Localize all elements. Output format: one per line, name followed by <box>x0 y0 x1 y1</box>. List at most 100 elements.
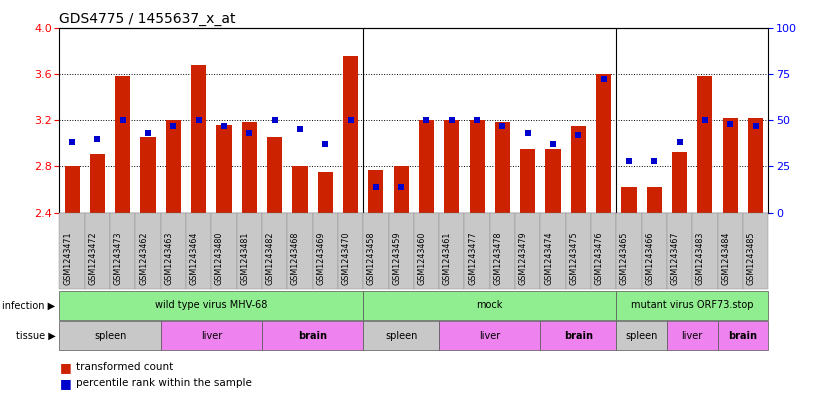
Text: GSM1243480: GSM1243480 <box>215 232 224 285</box>
Text: GSM1243484: GSM1243484 <box>721 232 730 285</box>
Text: spleen: spleen <box>625 331 657 341</box>
Text: GSM1243465: GSM1243465 <box>620 232 629 285</box>
Bar <box>596 74 611 213</box>
Bar <box>115 76 131 213</box>
Text: transformed count: transformed count <box>76 362 173 373</box>
Point <box>673 139 686 145</box>
Text: GSM1243467: GSM1243467 <box>671 232 680 285</box>
Point <box>496 123 509 129</box>
Point <box>597 76 610 83</box>
Bar <box>191 64 206 213</box>
Text: GSM1243478: GSM1243478 <box>493 232 502 285</box>
Text: mock: mock <box>477 300 503 310</box>
Text: GSM1243483: GSM1243483 <box>695 232 705 285</box>
Point <box>395 184 408 190</box>
Text: GSM1243472: GSM1243472 <box>88 232 97 285</box>
Point <box>369 184 382 190</box>
Text: GSM1243470: GSM1243470 <box>341 232 350 285</box>
Point <box>91 136 104 142</box>
Bar <box>469 120 485 213</box>
Text: liver: liver <box>201 331 222 341</box>
Bar <box>90 154 105 213</box>
Text: GSM1243463: GSM1243463 <box>164 232 173 285</box>
Point <box>319 141 332 147</box>
Point <box>572 132 585 138</box>
Point <box>471 117 484 123</box>
Text: GSM1243485: GSM1243485 <box>747 232 756 285</box>
Bar <box>318 172 333 213</box>
Text: percentile rank within the sample: percentile rank within the sample <box>76 378 252 388</box>
Bar <box>545 149 561 213</box>
Point <box>420 117 433 123</box>
Text: GDS4775 / 1455637_x_at: GDS4775 / 1455637_x_at <box>59 11 236 26</box>
Bar <box>393 166 409 213</box>
Bar <box>242 122 257 213</box>
Text: GSM1243469: GSM1243469 <box>316 232 325 285</box>
Point <box>65 139 78 145</box>
Text: GSM1243481: GSM1243481 <box>240 232 249 285</box>
Bar <box>672 152 687 213</box>
Bar <box>343 57 358 213</box>
Bar <box>621 187 637 213</box>
Point <box>116 117 130 123</box>
Text: GSM1243458: GSM1243458 <box>367 232 376 285</box>
Bar <box>216 125 231 213</box>
Text: brain: brain <box>729 331 757 341</box>
Text: GSM1243459: GSM1243459 <box>392 232 401 285</box>
Text: tissue ▶: tissue ▶ <box>16 331 55 341</box>
Text: GSM1243482: GSM1243482 <box>266 232 274 285</box>
Bar <box>267 138 282 213</box>
Point <box>521 130 534 136</box>
Text: wild type virus MHV-68: wild type virus MHV-68 <box>155 300 268 310</box>
Point <box>547 141 560 147</box>
Text: GSM1243464: GSM1243464 <box>190 232 199 285</box>
Point <box>217 123 230 129</box>
Bar <box>748 118 763 213</box>
Text: GSM1243462: GSM1243462 <box>139 232 148 285</box>
Text: GSM1243471: GSM1243471 <box>63 232 72 285</box>
Point <box>698 117 711 123</box>
Bar <box>495 122 510 213</box>
Bar <box>571 126 586 213</box>
Point <box>293 126 306 132</box>
Text: GSM1243460: GSM1243460 <box>417 232 426 285</box>
Text: liver: liver <box>681 331 703 341</box>
Text: infection ▶: infection ▶ <box>2 300 55 310</box>
Text: GSM1243468: GSM1243468 <box>291 232 300 285</box>
Text: liver: liver <box>479 331 501 341</box>
Point <box>445 117 458 123</box>
Point <box>268 117 281 123</box>
Bar <box>166 120 181 213</box>
Text: spleen: spleen <box>94 331 126 341</box>
Text: GSM1243477: GSM1243477 <box>468 232 477 285</box>
Text: mutant virus ORF73.stop: mutant virus ORF73.stop <box>631 300 753 310</box>
Bar <box>723 118 738 213</box>
Text: GSM1243476: GSM1243476 <box>595 232 604 285</box>
Bar <box>368 170 383 213</box>
Text: brain: brain <box>298 331 327 341</box>
Bar <box>64 166 80 213</box>
Point <box>141 130 154 136</box>
Text: spleen: spleen <box>385 331 417 341</box>
Text: ■: ■ <box>59 376 71 390</box>
Point <box>192 117 206 123</box>
Text: GSM1243479: GSM1243479 <box>519 232 528 285</box>
Bar <box>140 138 155 213</box>
Point <box>344 117 357 123</box>
Text: GSM1243475: GSM1243475 <box>569 232 578 285</box>
Bar <box>647 187 662 213</box>
Text: GSM1243474: GSM1243474 <box>544 232 553 285</box>
Text: brain: brain <box>564 331 593 341</box>
Point <box>167 123 180 129</box>
Text: GSM1243473: GSM1243473 <box>114 232 123 285</box>
Point <box>243 130 256 136</box>
Bar <box>520 149 535 213</box>
Bar <box>419 120 434 213</box>
Point <box>749 123 762 129</box>
Text: GSM1243466: GSM1243466 <box>645 232 654 285</box>
Point <box>724 121 737 127</box>
Text: GSM1243461: GSM1243461 <box>443 232 452 285</box>
Bar <box>444 120 459 213</box>
Point <box>648 158 661 164</box>
Point <box>622 158 635 164</box>
